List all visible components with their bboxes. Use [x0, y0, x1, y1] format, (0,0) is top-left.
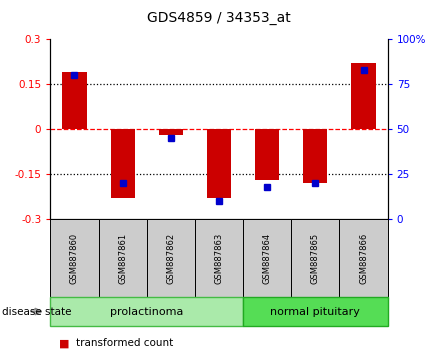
- Text: normal pituitary: normal pituitary: [270, 307, 360, 316]
- Text: ■: ■: [59, 338, 70, 348]
- Bar: [303, 129, 327, 183]
- Bar: [110, 129, 134, 198]
- Text: GSM887860: GSM887860: [70, 233, 79, 284]
- Text: GSM887866: GSM887866: [359, 233, 368, 284]
- Bar: [159, 129, 183, 135]
- Text: GSM887863: GSM887863: [215, 233, 223, 284]
- Bar: [255, 129, 279, 180]
- Text: GSM887865: GSM887865: [311, 233, 320, 284]
- Text: transformed count: transformed count: [76, 338, 173, 348]
- Bar: [351, 63, 375, 129]
- Bar: [62, 72, 86, 129]
- Bar: [207, 129, 231, 198]
- Text: GSM887861: GSM887861: [118, 233, 127, 284]
- Text: prolactinoma: prolactinoma: [110, 307, 184, 316]
- Text: GDS4859 / 34353_at: GDS4859 / 34353_at: [147, 11, 291, 25]
- Text: GSM887864: GSM887864: [263, 233, 272, 284]
- Text: disease state: disease state: [2, 307, 72, 316]
- Text: GSM887862: GSM887862: [166, 233, 175, 284]
